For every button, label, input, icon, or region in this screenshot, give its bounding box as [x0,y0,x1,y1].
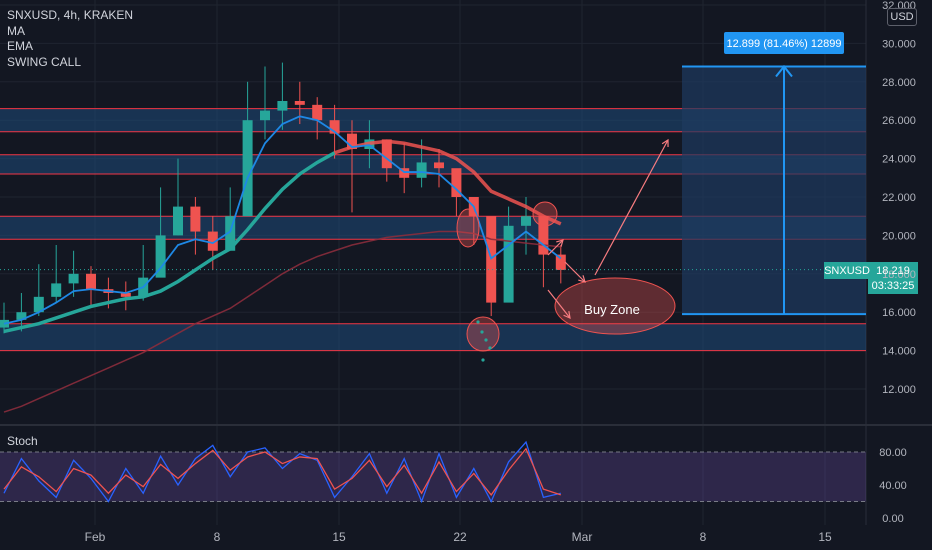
arrow-up-1-head [556,239,564,247]
candle-body-26 [451,168,462,197]
price-tick-6: 20.000 [882,230,916,242]
price-tick-2: 28.000 [882,77,916,89]
price-tick-1: 30.000 [882,38,916,50]
current-price-countdown: 03:33:25 [872,280,915,292]
zone-3 [0,323,866,351]
candlesticks [0,62,566,334]
candle-body-2 [33,296,44,313]
candle-body-17 [294,101,305,105]
arrow-down-2-head [563,310,571,319]
candle-body-25 [434,162,444,169]
candle-body-29 [503,225,514,303]
resistance-support-zones [0,108,866,352]
candle-body-3 [51,283,62,297]
zone-1 [0,154,866,174]
time-label-2: 15 [332,530,346,544]
candle-body-18 [312,104,323,121]
candle-body-4 [68,273,79,284]
time-label-6: 15 [818,530,832,544]
measure-arrow-head [775,64,793,78]
price-tick-8: 16.000 [882,307,916,319]
symbol-title[interactable]: SNXUSD, 4h, KRAKEN [7,8,134,22]
indicator-ma[interactable]: MA [7,23,25,38]
stoch-k-line [3,440,561,504]
stoch-band [0,452,866,502]
ma-line-green [3,151,336,334]
current-price-symbol-box [824,262,870,279]
chart-legend: SNXUSD, 4h, KRAKEN MA EMA SWING CALL [7,8,133,70]
indicator-lines [0,115,866,413]
arrow-up-target-head [661,138,669,148]
candle-body-7 [120,293,131,297]
indicator-ema[interactable]: EMA [7,39,34,53]
arrow-down-1-head [578,275,586,283]
arrow-up-1 [547,239,564,256]
swing-dot-4 [481,358,485,362]
candle-body-12 [207,231,218,251]
swing-call-line [3,230,561,413]
price-tick-9: 14.000 [882,346,916,358]
measure-label-box [724,32,844,54]
candle-body-5 [86,273,96,290]
candle-body-30 [521,216,531,226]
buy-zone-ellipse [554,277,676,335]
candle-body-9 [155,235,166,278]
currency-button[interactable]: USD [887,8,917,26]
stoch-panel [0,440,866,504]
current-price-symbol: SNXUSD [824,265,870,277]
candle-body-13 [225,216,236,251]
time-label-0: Feb [85,530,106,544]
time-label-3: 22 [453,530,467,544]
zone-0 [0,108,866,132]
measure-label: 12.899 (81.46%) 12899 [727,38,842,50]
circle-high-right [532,201,558,227]
candle-body-10 [173,206,183,236]
swing-dot-1 [480,330,484,334]
candle-body-15 [260,110,270,121]
price-tick-4: 24.000 [882,154,916,166]
stoch-tick-2: 0.00 [882,513,903,525]
stoch-title[interactable]: Stoch [7,434,38,448]
candle-body-19 [329,120,340,134]
time-label-1: 8 [214,530,221,544]
candle-body-24 [416,162,427,178]
arrow-down-1 [564,261,586,283]
indicator-swing-call[interactable]: SWING CALL [7,54,82,69]
circle-low [466,316,500,352]
time-label-4: Mar [572,530,593,544]
price-tick-3: 26.000 [882,115,916,127]
price-tick-5: 22.000 [882,192,916,204]
candle-body-1 [16,312,27,320]
price-tick-7: 18.000 [882,269,916,281]
stoch-tick-1: 40.00 [879,480,907,492]
candle-body-14 [242,120,253,217]
swing-dot-0 [476,320,480,324]
stoch-tick-0: 80.00 [879,447,907,459]
swing-dot-2 [484,338,488,342]
annotations [456,138,918,362]
stoch-d-line [3,447,562,496]
candle-body-32 [555,254,566,270]
arrow-up-target [594,139,669,276]
candle-body-31 [538,216,549,255]
candle-body-22 [381,139,392,169]
axes: 32.00030.00028.00026.00024.00022.00020.0… [85,0,916,544]
candle-body-11 [190,206,201,232]
ema-line [3,115,562,325]
time-label-5: 8 [700,530,707,544]
candle-body-16 [277,101,288,111]
candle-body-23 [399,168,410,178]
swing-dot-3 [488,346,492,350]
buy-zone-label: Buy Zone [584,302,640,317]
candle-body-20 [347,133,357,149]
arrow-down-2 [547,289,571,319]
ma-line-red [334,139,562,226]
circle-high-left [456,208,480,248]
current-price-value: 18.219 [876,265,910,277]
current-price-value-box [868,262,918,294]
price-tick-10: 12.000 [882,384,916,396]
